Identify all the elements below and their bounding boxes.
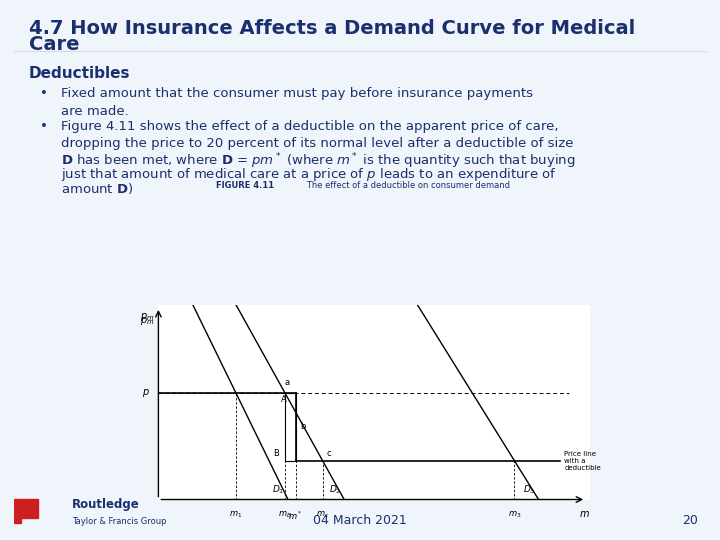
Text: Figure 4.11 shows the effect of a deductible on the apparent price of care,
drop: Figure 4.11 shows the effect of a deduct… bbox=[61, 120, 574, 150]
Text: $m^*$: $m^*$ bbox=[288, 509, 303, 522]
Text: just that amount of medical care at a price of $\mathit{p}$ leads to an expendit: just that amount of medical care at a pr… bbox=[61, 166, 557, 183]
Text: b: b bbox=[301, 422, 306, 431]
Text: $D_2$: $D_2$ bbox=[329, 483, 342, 496]
Text: Fixed amount that the consumer must pay before insurance payments
are made.: Fixed amount that the consumer must pay … bbox=[61, 87, 534, 118]
Text: $p_m$: $p_m$ bbox=[140, 315, 155, 327]
Text: •: • bbox=[40, 87, 48, 100]
Text: $p$: $p$ bbox=[142, 387, 149, 399]
Text: FIGURE 4.11: FIGURE 4.11 bbox=[216, 181, 274, 191]
Text: $m_3$: $m_3$ bbox=[508, 509, 521, 519]
Text: 4.7 How Insurance Affects a Demand Curve for Medical: 4.7 How Insurance Affects a Demand Curve… bbox=[29, 19, 635, 38]
Text: Price line
with a
deductible: Price line with a deductible bbox=[564, 450, 601, 471]
Text: Taylor & Francis Group: Taylor & Francis Group bbox=[72, 517, 166, 525]
Bar bbox=[21, 509, 38, 517]
Text: 04 March 2021: 04 March 2021 bbox=[313, 514, 407, 526]
Bar bbox=[21, 499, 38, 508]
Text: Routledge: Routledge bbox=[72, 498, 140, 511]
Text: $D_3$: $D_3$ bbox=[523, 483, 535, 496]
Text: Deductibles: Deductibles bbox=[29, 66, 130, 81]
Text: B: B bbox=[273, 449, 279, 458]
Text: $D_1$: $D_1$ bbox=[272, 483, 284, 496]
Text: •: • bbox=[40, 120, 48, 133]
Text: A: A bbox=[281, 395, 286, 404]
Text: $m_B$: $m_B$ bbox=[278, 509, 292, 519]
Text: The effect of a deductible on consumer demand: The effect of a deductible on consumer d… bbox=[299, 181, 510, 191]
Text: Care: Care bbox=[29, 35, 79, 54]
Text: c: c bbox=[327, 449, 331, 458]
Text: a: a bbox=[285, 379, 290, 387]
Text: $m$: $m$ bbox=[578, 509, 590, 519]
Text: 20: 20 bbox=[683, 514, 698, 526]
Text: $m_c$: $m_c$ bbox=[316, 509, 329, 519]
Text: $p_m$: $p_m$ bbox=[140, 311, 155, 323]
Bar bbox=[14, 499, 21, 523]
Text: $\mathbf{D}$ has been met, where $\mathbf{D}$ = $\mathit{pm}^*$ (where $\mathit{: $\mathbf{D}$ has been met, where $\mathb… bbox=[61, 151, 575, 171]
Text: $m_1$: $m_1$ bbox=[229, 509, 243, 519]
Text: amount $\mathbf{D}$): amount $\mathbf{D}$) bbox=[61, 181, 133, 197]
